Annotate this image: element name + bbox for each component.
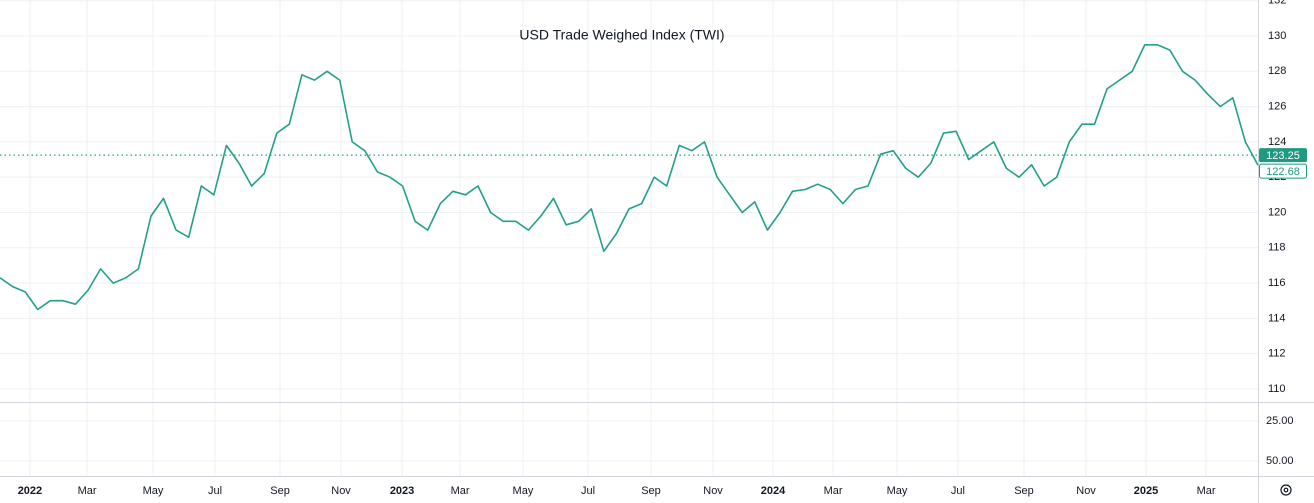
- x-tick-label: Sep: [641, 485, 661, 497]
- y-tick-label: 128: [1268, 65, 1286, 77]
- settings-gear-center[interactable]: [1283, 487, 1289, 493]
- x-tick-label: Jul: [581, 485, 595, 497]
- x-tick-label: Nov: [331, 485, 351, 497]
- y-tick-label: 118: [1268, 242, 1286, 254]
- y-tick-label: 50.00: [1266, 455, 1294, 467]
- last-value-label: 122.68: [1266, 166, 1300, 178]
- last-value-box: [1259, 163, 1307, 179]
- y-tick-label: 25.00: [1266, 415, 1294, 427]
- x-tick-label: 2024: [761, 485, 786, 497]
- x-tick-label: Mar: [451, 485, 470, 497]
- x-tick-label: Jul: [208, 485, 222, 497]
- y-tick-label: 110: [1268, 383, 1286, 395]
- reference-label-box: [1259, 148, 1307, 163]
- x-tick-label: Jul: [951, 485, 965, 497]
- x-tick-label: Sep: [270, 485, 290, 497]
- x-tick-label: Mar: [1197, 485, 1216, 497]
- x-tick-label: Sep: [1014, 485, 1034, 497]
- x-tick-label: May: [513, 485, 534, 497]
- x-tick-label: May: [143, 485, 164, 497]
- line-series: [0, 44, 1259, 311]
- x-tick-label: 2022: [18, 485, 42, 497]
- y-tick-label: 130: [1268, 30, 1286, 42]
- y-tick-label: 124: [1268, 136, 1286, 148]
- y-tick-label: 116: [1268, 277, 1286, 289]
- y-tick-label: 120: [1268, 206, 1286, 218]
- settings-gear[interactable]: [1280, 484, 1292, 496]
- x-tick-label: 2025: [1134, 485, 1158, 497]
- x-tick-label: May: [887, 485, 908, 497]
- y-tick-label: 132: [1268, 0, 1286, 7]
- y-tick-label: 112: [1268, 348, 1286, 360]
- x-tick-label: 2023: [390, 485, 414, 497]
- x-tick-label: Mar: [824, 485, 843, 497]
- x-tick-label: Nov: [703, 485, 723, 497]
- chart-title: USD Trade Weighed Index (TWI): [519, 27, 724, 43]
- x-tick-label: Nov: [1076, 485, 1096, 497]
- grid: [0, 0, 1258, 476]
- y-tick-label: 114: [1268, 312, 1286, 324]
- reference-label: 123.25: [1266, 150, 1300, 162]
- y-tick-label: 126: [1268, 100, 1286, 112]
- x-tick-label: Mar: [78, 485, 97, 497]
- settings-icon[interactable]: [1280, 484, 1292, 496]
